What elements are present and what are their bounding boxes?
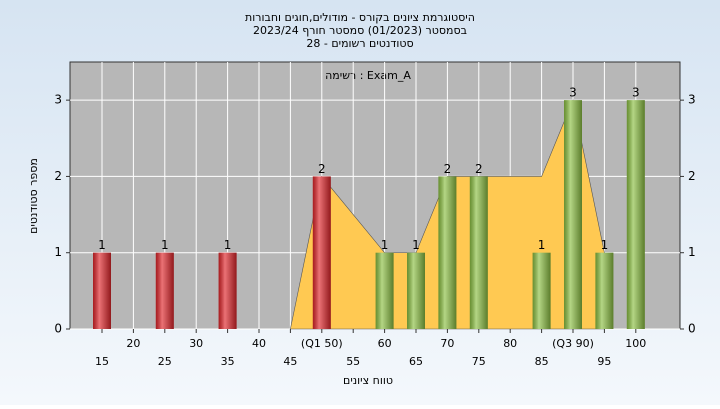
y-tick-label: 0 (54, 322, 62, 336)
chart-subtitle: בסמסטר (01/2023) סמסטר חורף 2023/24 (253, 24, 467, 37)
x-tick-label: 30 (189, 337, 203, 350)
y-tick-label: 3 (54, 93, 62, 107)
bar-shade (407, 252, 425, 329)
x-tick-label: 85 (535, 355, 549, 368)
y-tick-label: 3 (688, 93, 696, 107)
data-label: 1 (412, 238, 420, 252)
x-tick-label: (Q3 90) (552, 337, 594, 350)
bar-shade (375, 252, 394, 329)
data-label: 1 (601, 238, 609, 252)
x-tick-label: 95 (597, 355, 611, 368)
bar-shade (312, 176, 331, 329)
data-label: 1 (224, 238, 232, 252)
data-label: 3 (632, 86, 640, 100)
y-tick-label: 0 (688, 322, 696, 336)
x-tick-label: 35 (221, 355, 235, 368)
bar-shade (218, 252, 237, 329)
x-tick-label: 25 (158, 355, 172, 368)
x-tick-label: 55 (346, 355, 360, 368)
x-tick-label: 75 (472, 355, 486, 368)
x-tick-label: 45 (283, 355, 297, 368)
y-tick-label: 2 (54, 169, 62, 183)
data-label: 2 (444, 162, 452, 176)
x-tick-label: 100 (625, 337, 646, 350)
x-tick-label: (Q1 50) (301, 337, 343, 350)
x-tick-label: 60 (378, 337, 392, 350)
x-tick-label: 15 (95, 355, 109, 368)
y-tick-label: 1 (54, 245, 62, 259)
data-label: 2 (475, 162, 483, 176)
data-label: 1 (381, 238, 389, 252)
x-tick-label: 20 (126, 337, 140, 350)
bar-shade (532, 252, 551, 329)
data-label: 1 (98, 238, 106, 252)
bar-shade (93, 252, 111, 329)
data-label: 3 (569, 86, 577, 100)
bar-shade (595, 252, 614, 329)
chart-title: היסטוגרמת ציונים בקורס - מודולים,חוגים ו… (245, 11, 475, 24)
data-label: 1 (538, 238, 546, 252)
data-label: 1 (161, 238, 169, 252)
y-tick-label: 1 (688, 245, 696, 259)
x-axis-title: טווח ציונים (343, 374, 393, 387)
bar-shade (469, 176, 488, 329)
annotation: רשימה : Exam_A (325, 69, 411, 82)
x-tick-label: 40 (252, 337, 266, 350)
data-label: 2 (318, 162, 326, 176)
y-tick-label: 2 (688, 169, 696, 183)
x-tick-label: 65 (409, 355, 423, 368)
chart-subtitle: סטודנטים רשומים - 28 (306, 37, 413, 50)
bar-shade (438, 176, 457, 329)
x-tick-label: 80 (503, 337, 517, 350)
bar-shade (564, 100, 582, 330)
bar-shade (155, 252, 174, 329)
y-axis-title: מספר סטודנטים (27, 158, 40, 234)
bar-shade (626, 100, 645, 330)
x-tick-label: 70 (440, 337, 454, 350)
